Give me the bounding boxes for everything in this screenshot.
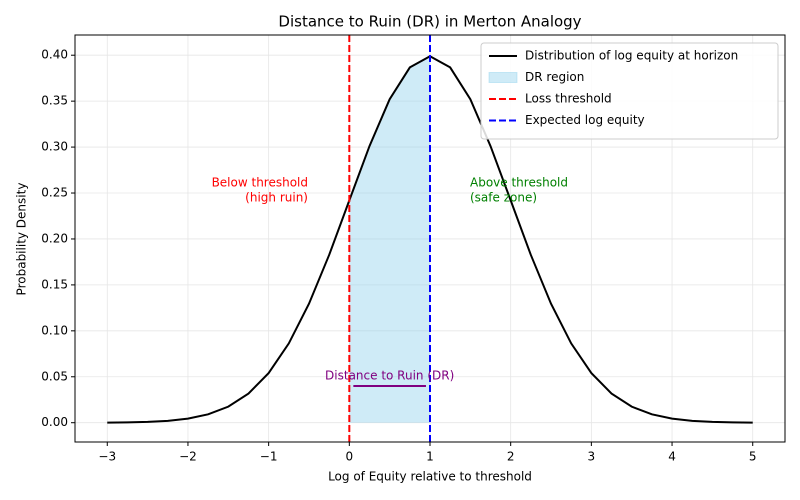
- legend-swatch: [488, 72, 518, 83]
- chart-title: Distance to Ruin (DR) in Merton Analogy: [278, 13, 581, 31]
- x-tick-label: 4: [668, 450, 676, 464]
- annotation: Below threshold: [212, 176, 308, 190]
- legend-box: [480, 42, 779, 140]
- y-tick-label: 0.05: [41, 369, 68, 383]
- x-tick-label: −1: [260, 450, 278, 464]
- y-tick-label: 0.40: [41, 48, 68, 62]
- y-tick-label: 0.35: [41, 94, 68, 108]
- x-tick-label: 5: [749, 450, 757, 464]
- y-tick-label: 0.30: [41, 140, 68, 154]
- plot-frame: [74, 34, 786, 443]
- legend-label: Expected log equity: [525, 113, 645, 127]
- y-tick-label: 0.15: [41, 277, 68, 291]
- dr-label: Distance to Ruin (DR): [325, 368, 454, 382]
- x-tick-label: 3: [588, 450, 596, 464]
- annotation: Above threshold: [470, 176, 568, 190]
- y-axis-label: Probability Density: [15, 183, 29, 296]
- annotation: (high ruin): [245, 191, 308, 205]
- y-tick-label: 0.10: [41, 323, 68, 337]
- x-tick-label: 1: [426, 450, 434, 464]
- annotation: (safe zone): [470, 191, 537, 205]
- x-tick-label: 0: [345, 450, 353, 464]
- x-tick-label: −3: [98, 450, 116, 464]
- legend-label: DR region: [525, 70, 584, 84]
- legend-label: Loss threshold: [525, 92, 612, 106]
- x-tick-label: 2: [507, 450, 515, 464]
- legend-label: Distribution of log equity at horizon: [525, 49, 738, 63]
- y-tick-label: 0.00: [41, 415, 68, 429]
- x-axis-label: Log of Equity relative to threshold: [328, 470, 532, 484]
- y-tick-label: 0.25: [41, 186, 68, 200]
- x-tick-label: −2: [179, 450, 197, 464]
- y-tick-label: 0.20: [41, 231, 68, 245]
